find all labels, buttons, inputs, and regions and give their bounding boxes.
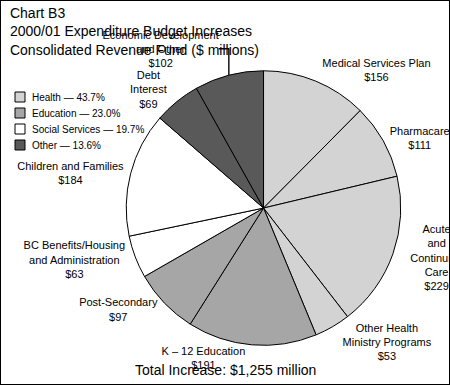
svg-text:AcuteandContinuingCare$229: AcuteandContinuingCare$229: [410, 223, 449, 292]
svg-text:Post-Secondary$97: Post-Secondary$97: [79, 296, 158, 322]
svg-text:DebtInterest$69: DebtInterest$69: [130, 69, 167, 110]
svg-text:Total Increase: $1,255 million: Total Increase: $1,255 million: [135, 362, 316, 378]
svg-text:Social Services — 19.7%: Social Services — 19.7%: [32, 124, 144, 135]
svg-text:BC Benefits/Housingand Adminis: BC Benefits/Housingand Administration$63: [24, 239, 126, 280]
svg-text:Chart B32000/01 Expenditure Bu: Chart B32000/01 Expenditure Budget Incre…: [10, 5, 259, 57]
svg-text:K – 12 Education$191: K – 12 Education$191: [161, 345, 245, 371]
svg-text:Health — 43.7%: Health — 43.7%: [32, 92, 105, 103]
svg-text:Medical Services Plan$156: Medical Services Plan$156: [322, 57, 430, 83]
svg-text:Education — 23.0%: Education — 23.0%: [32, 108, 120, 119]
svg-text:Other — 13.6%: Other — 13.6%: [32, 140, 101, 151]
svg-text:Pharmacare$111: Pharmacare$111: [390, 125, 449, 151]
svg-text:Children and Families$184: Children and Families$184: [17, 160, 124, 186]
svg-text:Economic Developmentand Other$: Economic Developmentand Other$102: [103, 29, 219, 70]
svg-text:Other HealthMinistry Programs$: Other HealthMinistry Programs$53: [343, 322, 432, 363]
